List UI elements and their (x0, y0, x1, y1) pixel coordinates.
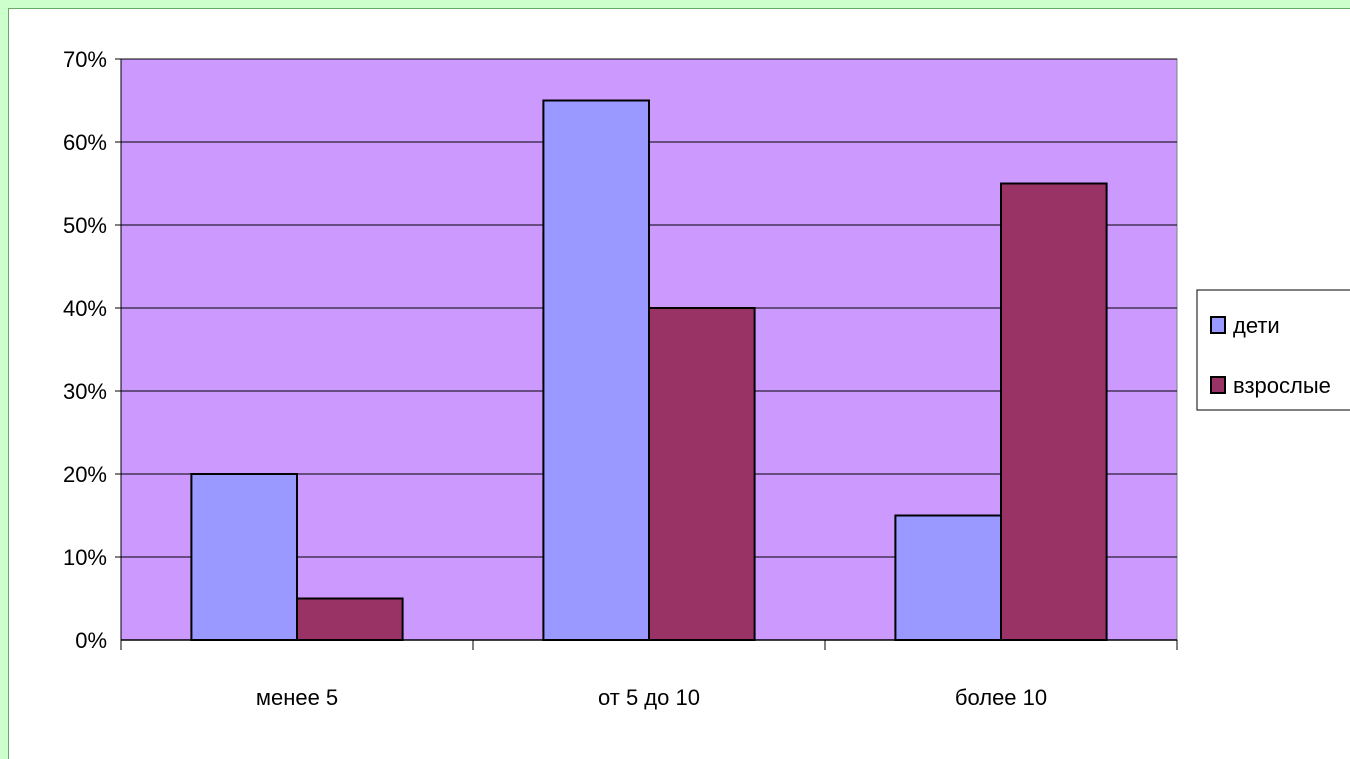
bars (190, 99, 1108, 641)
legend-label: дети (1233, 313, 1280, 338)
y-tick-label: 30% (63, 379, 107, 404)
legend: дети взрослые (1196, 289, 1350, 411)
bar-adults (296, 597, 404, 641)
y-tick-label: 70% (63, 47, 107, 72)
y-tick-label: 40% (63, 296, 107, 321)
bar-children (542, 99, 651, 641)
legend-swatch (1210, 376, 1226, 394)
legend-label: взрослые (1233, 373, 1331, 398)
y-tick-labels: 0% 10% 20% 30% 40% 50% 60% 70% (63, 47, 107, 653)
y-tick-label: 60% (63, 130, 107, 155)
y-tick-label: 0% (75, 628, 107, 653)
bar-adults (648, 307, 756, 641)
y-tick-label: 20% (63, 462, 107, 487)
bar-children (894, 514, 1003, 641)
bar-chart: 0% 10% 20% 30% 40% 50% 60% 70% менее 5 от 5 до 1… (63, 47, 1350, 710)
x-tick-label: более 10 (955, 685, 1047, 710)
x-tick-labels: менее 5 от 5 до 10 более 10 (256, 685, 1047, 710)
bar-children (190, 473, 298, 641)
bar-adults (1000, 182, 1108, 641)
chart-frame: 0% 10% 20% 30% 40% 50% 60% 70% менее 5 от 5 до 1… (8, 8, 1350, 759)
x-tick-label: от 5 до 10 (598, 685, 700, 710)
y-tick-label: 10% (63, 545, 107, 570)
axes (115, 58, 1178, 650)
legend-swatch (1210, 316, 1226, 334)
y-tick-label: 50% (63, 213, 107, 238)
x-tick-label: менее 5 (256, 685, 338, 710)
